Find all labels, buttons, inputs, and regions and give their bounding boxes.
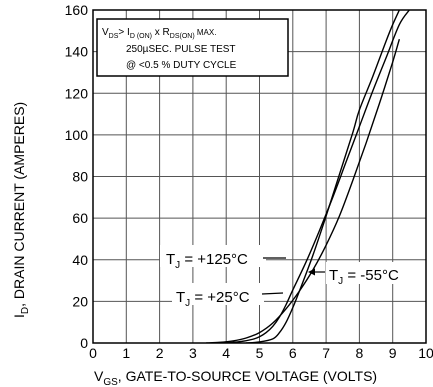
curves <box>206 10 410 343</box>
x-tick-label-2: 2 <box>156 345 164 361</box>
y-tick-label-100: 100 <box>65 127 89 143</box>
x-tick-label-4: 4 <box>222 345 230 361</box>
x-axis-title: VGS, GATE-TO-SOURCE VOLTAGE (VOLTS) <box>94 368 377 387</box>
x-tick-label-8: 8 <box>356 345 364 361</box>
test-conditions-line-2: 250µSEC. PULSE TEST <box>126 44 236 55</box>
label-tj-25: TJ = +25°C <box>172 283 284 309</box>
x-tick-label-10: 10 <box>418 345 433 361</box>
y-tick-label-80: 80 <box>72 169 88 185</box>
test-conditions-box: VDS> ID (ON) x RDS(ON) MAX. 250µSEC. PUL… <box>96 18 289 77</box>
y-axis-title: ID, DRAIN CURRENT (AMPERES) <box>11 102 31 318</box>
label-tj-55-arrowhead <box>308 268 315 276</box>
x-tick-label-7: 7 <box>322 345 330 361</box>
y-tick-label-140: 140 <box>65 44 89 60</box>
y-tick-label-60: 60 <box>72 210 88 226</box>
x-tick-label-6: 6 <box>289 345 297 361</box>
label-tj-125: TJ = +125°C <box>160 245 286 271</box>
x-tick-label-9: 9 <box>389 345 397 361</box>
label-tj-125-text: TJ = +125°C <box>166 251 248 271</box>
label-tj-125-bg <box>160 245 266 267</box>
y-tick-label-160: 160 <box>65 2 89 18</box>
label-tj-55-bg <box>326 262 420 284</box>
label-tj-25-leader <box>261 292 284 295</box>
x-tick-label-0: 0 <box>89 345 97 361</box>
y-tick-label-40: 40 <box>72 252 88 268</box>
y-tick-label-20: 20 <box>72 293 88 309</box>
axes-frame <box>92 9 427 344</box>
series-line-t-j-55-c <box>246 10 400 343</box>
x-tick-label-1: 1 <box>122 345 130 361</box>
label-tj-25-bg <box>172 283 264 305</box>
series-line-t-j-125-c <box>206 38 401 343</box>
y-tick-label-120: 120 <box>65 85 89 101</box>
label-tj-55-text: TJ = -55°C <box>329 267 399 287</box>
test-conditions-line-1: VDS> ID (ON) x RDS(ON) MAX. <box>102 27 216 40</box>
y-tick-label-0: 0 <box>80 335 88 351</box>
series-line-t-j-25-c <box>212 10 410 343</box>
x-tick-label-3: 3 <box>189 345 197 361</box>
test-conditions-box-frame <box>96 18 289 77</box>
test-conditions-line-3: @ <0.5 % DUTY CYCLE <box>126 60 237 71</box>
label-tj-55: TJ = -55°C <box>308 262 420 287</box>
x-tick-label-5: 5 <box>256 345 264 361</box>
label-tj-25-text: TJ = +25°C <box>176 289 250 309</box>
